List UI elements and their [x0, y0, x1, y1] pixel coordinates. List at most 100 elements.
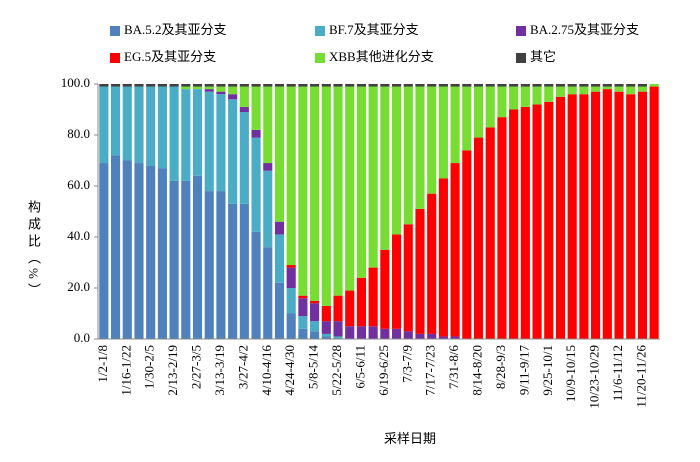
bar-segment	[497, 117, 507, 340]
bar-segment	[110, 84, 121, 87]
bar-segment	[321, 86, 331, 306]
bar-segment	[228, 94, 238, 100]
bar-segment	[380, 249, 390, 329]
bar-segment	[356, 86, 367, 278]
bar-segment	[438, 84, 448, 87]
bar-segment	[321, 84, 331, 87]
bar-segment	[427, 86, 437, 194]
bar-segment	[415, 84, 425, 87]
bar-segment	[509, 86, 519, 110]
bar-segment	[181, 86, 191, 90]
bar-segment	[415, 333, 425, 339]
bar-segment	[450, 84, 460, 87]
bar-segment	[649, 84, 659, 87]
x-tick-label: 10/9-10/15	[563, 345, 578, 402]
bar-segment	[403, 84, 413, 87]
bar-segment	[485, 86, 495, 128]
x-tick-label: 4/24-4/30	[282, 345, 297, 396]
x-tick-label: 3/27-4/2	[235, 345, 250, 389]
bar-segment	[356, 277, 367, 327]
bar-segment	[298, 298, 308, 317]
bar-segment	[591, 86, 601, 92]
bar-segment	[216, 91, 226, 95]
bar-segment	[251, 86, 261, 130]
bar-segment	[544, 86, 554, 102]
bar-segment	[310, 86, 320, 301]
bar-segment	[532, 86, 542, 105]
y-tick-label: 100.0	[61, 75, 90, 90]
bar-segment	[216, 84, 226, 87]
x-tick-label: 7/3-7/9	[399, 345, 414, 383]
bar-segment	[473, 137, 484, 339]
bar-segment	[239, 106, 249, 113]
bar-segment	[637, 84, 648, 87]
bar-segment	[310, 300, 320, 304]
bar-segment	[333, 336, 343, 339]
bar-segment	[637, 86, 648, 92]
x-tick-label: 8/14-8/20	[470, 345, 485, 396]
bar-segment	[380, 86, 390, 250]
legend-swatch	[110, 53, 120, 63]
bar-segment	[110, 155, 121, 339]
bar-segment	[321, 305, 331, 322]
bar-segment	[169, 180, 179, 339]
bar-segment	[333, 86, 343, 296]
bar-segment	[263, 163, 273, 171]
bar-segment	[122, 86, 132, 161]
bar-segment	[274, 282, 285, 339]
bar-segment	[555, 84, 566, 87]
bar-segment	[473, 84, 484, 87]
bar-segment	[368, 326, 378, 339]
bar-segment	[391, 84, 402, 87]
bar-segment	[298, 86, 308, 296]
bar-segment	[380, 84, 390, 87]
bar-segment	[591, 84, 601, 87]
legend-label: XBB其他进化分支	[329, 49, 434, 64]
bar-segment	[614, 91, 624, 340]
bar-segment	[310, 331, 320, 339]
bar-segment	[427, 84, 437, 87]
bar-segment	[345, 326, 355, 339]
bar-segment	[485, 84, 495, 87]
bar-segment	[403, 224, 413, 332]
bar-segment	[263, 247, 273, 339]
bar-segment	[333, 295, 343, 322]
bar-segment	[99, 163, 109, 339]
bar-segment	[286, 86, 296, 266]
y-axis-label: 构成比（%）	[26, 200, 41, 300]
bar-segment	[649, 86, 659, 339]
bar-segment	[204, 84, 214, 87]
bar-segment	[567, 84, 577, 87]
bar-segment	[216, 191, 226, 339]
bar-segment	[204, 191, 214, 339]
bar-segment	[438, 336, 448, 339]
bar-segment	[181, 89, 191, 181]
x-tick-label: 1/2-1/8	[95, 345, 110, 383]
x-tick-label: 7/31-8/6	[446, 345, 461, 390]
bar-segment	[614, 86, 624, 92]
bar-segment	[368, 86, 378, 268]
bar-segment	[403, 86, 413, 225]
bar-segment	[614, 84, 624, 87]
bar-segment	[415, 208, 425, 334]
x-tick-label: 7/17-7/23	[423, 345, 438, 396]
bar-segment	[310, 303, 320, 322]
legend-label: EG.5及其亚分支	[124, 49, 216, 64]
bar-segment	[438, 86, 448, 179]
bar-segment	[204, 91, 214, 192]
x-tick-label: 5/8-5/14	[306, 345, 321, 390]
bar-segment	[310, 321, 320, 332]
bar-segment	[520, 106, 530, 339]
bar-segment	[239, 203, 249, 339]
bar-segment	[192, 175, 203, 339]
bar-segment	[298, 295, 308, 299]
bar-segment	[427, 193, 437, 334]
bar-segment	[263, 84, 273, 87]
bar-segment	[157, 86, 167, 169]
x-axis-label: 采样日期	[384, 431, 436, 446]
bar-segment	[391, 328, 402, 339]
legend-label: BA.5.2及其亚分支	[124, 22, 227, 37]
y-tick-label: 40.0	[67, 228, 90, 243]
bar-segment	[497, 86, 507, 118]
